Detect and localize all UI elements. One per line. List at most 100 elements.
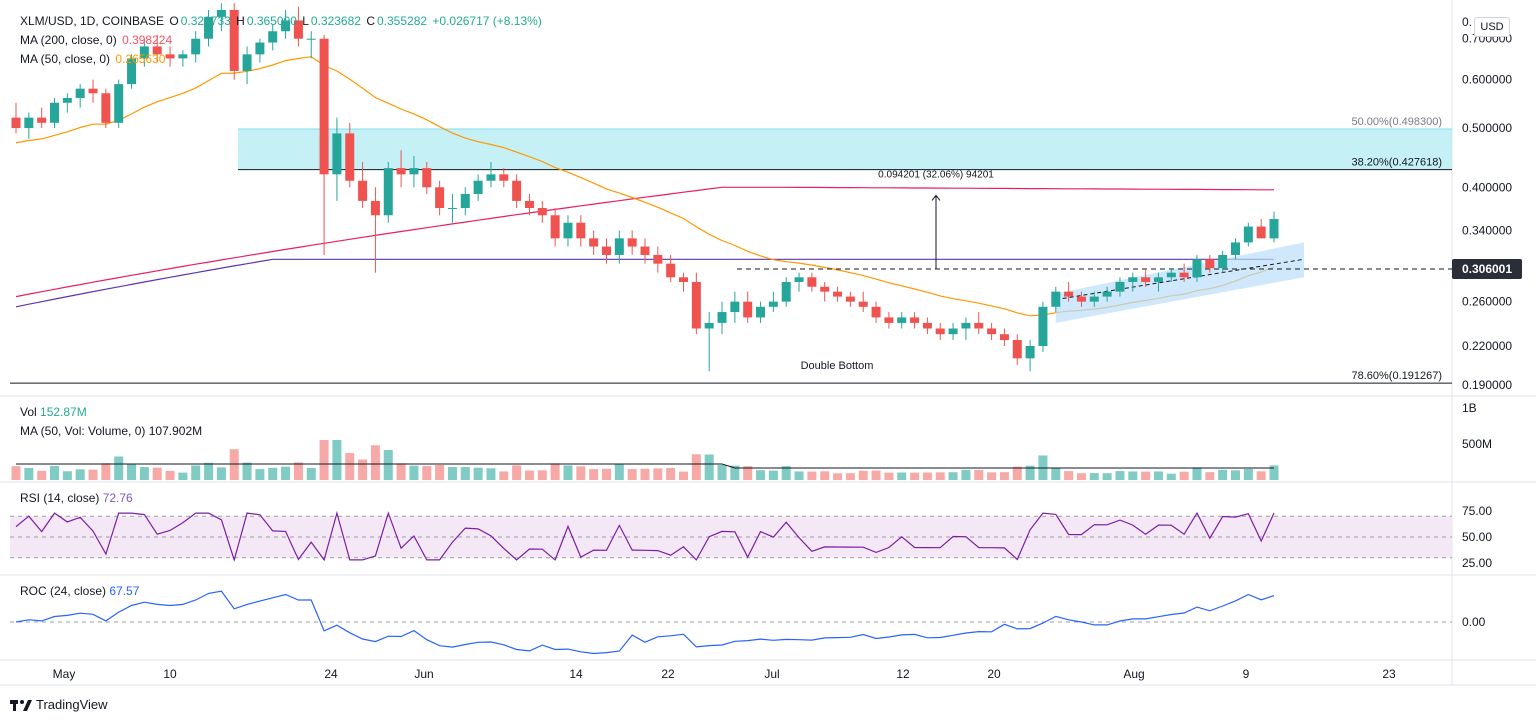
volume-bar	[1025, 465, 1035, 480]
candle-body	[281, 20, 291, 32]
volume-legend[interactable]: Vol 152.87M	[20, 405, 87, 419]
tradingview-logo[interactable]: TradingView	[10, 697, 108, 712]
time-tick-label: 23	[1382, 667, 1396, 681]
ma200-legend[interactable]: MA (200, close, 0) 0.398224	[20, 31, 174, 50]
volume-bar	[11, 466, 21, 480]
candle-body	[871, 306, 881, 318]
vol-ma-value: 107.902M	[148, 424, 203, 438]
volume-bar	[845, 473, 855, 480]
candle-body	[845, 296, 855, 302]
volume-bar	[1012, 466, 1022, 480]
candle-body	[640, 246, 650, 255]
volume-bar	[807, 471, 817, 480]
volume-bar	[1269, 465, 1279, 480]
volume-bar	[679, 471, 689, 480]
volume-ma-legend[interactable]: MA (50, Vol: Volume, 0) 107.902M	[20, 424, 202, 438]
candle-body	[1256, 226, 1266, 239]
candle-body	[922, 322, 932, 329]
volume-bar	[640, 468, 650, 480]
candle-body	[1141, 277, 1151, 282]
change-value: +0.026717 (+8.13%)	[432, 14, 542, 28]
volume-bar	[370, 445, 380, 480]
candle-body	[1051, 291, 1061, 307]
candle-body	[679, 277, 689, 282]
candle-body	[858, 301, 868, 307]
tradingview-icon	[10, 699, 32, 711]
candle-body	[422, 168, 432, 188]
candle-body	[1153, 277, 1163, 282]
volume-bar	[358, 459, 368, 480]
candle-body	[524, 200, 534, 208]
candle-body	[62, 97, 72, 103]
volume-bar	[627, 469, 637, 480]
volume-bar	[435, 465, 445, 480]
volume-bar	[601, 468, 611, 480]
volume-bar	[242, 462, 252, 480]
volume-bar	[948, 472, 958, 480]
candle-body	[1038, 306, 1048, 347]
candle-body	[486, 174, 496, 181]
candle-body	[910, 317, 920, 323]
candle-body	[370, 200, 380, 216]
ma200-label: MA (200, close, 0)	[20, 33, 117, 47]
ascending-channel	[1055, 242, 1304, 323]
currency-button[interactable]: USD	[1474, 17, 1510, 37]
candle-body	[563, 222, 573, 239]
volume-bar	[37, 470, 47, 480]
volume-bar	[409, 465, 419, 480]
volume-bar	[396, 463, 406, 480]
volume-bar	[101, 463, 111, 480]
price-tick-label: 0.260000	[1462, 295, 1512, 309]
candle-body	[50, 102, 60, 123]
volume-bar	[589, 469, 599, 480]
candle-body	[935, 328, 945, 335]
candle-body	[537, 207, 547, 216]
price-tick-label: 0.400000	[1462, 180, 1512, 194]
volume-bar	[1141, 471, 1151, 480]
measure-label: 0.094201 (32.06%) 94201	[878, 170, 994, 181]
candle-body	[1012, 340, 1022, 359]
candle-body	[435, 187, 445, 208]
volume-bar	[743, 466, 753, 480]
candle-body	[11, 117, 21, 129]
candle-body	[1243, 226, 1253, 243]
volume-bar	[1076, 473, 1086, 480]
candle-body	[1115, 281, 1125, 292]
roc-legend[interactable]: ROC (24, close) 67.57	[20, 584, 139, 598]
candle-body	[1205, 259, 1215, 269]
volume-bar	[1051, 468, 1061, 480]
ma50-label: MA (50, close, 0)	[20, 52, 111, 66]
volume-bar	[191, 465, 201, 480]
volume-bar	[293, 462, 303, 480]
fib-zone	[238, 128, 1452, 170]
volume-bar	[422, 466, 432, 480]
volume-bar	[447, 467, 457, 480]
volume-bar	[499, 471, 509, 480]
candle-body	[75, 88, 85, 98]
volume-bar	[255, 469, 265, 480]
volume-bar	[306, 468, 316, 480]
double-bottom-label: Double Bottom	[801, 360, 874, 372]
candle-body	[1179, 272, 1189, 278]
ma50-legend[interactable]: MA (50, close, 0) 0.265630	[20, 50, 167, 69]
candle-body	[948, 328, 958, 335]
candle-body	[409, 168, 419, 175]
tradingview-label: TradingView	[36, 697, 108, 712]
volume-bar	[1153, 471, 1163, 480]
rsi-legend[interactable]: RSI (14, close) 72.76	[20, 491, 133, 505]
volume-bar	[768, 470, 778, 480]
candle-body	[704, 322, 714, 329]
low-value: 0.323682	[310, 14, 361, 28]
price-tick-label: 0.190000	[1462, 378, 1512, 392]
volume-bar	[820, 471, 830, 480]
volume-bar	[730, 465, 740, 480]
volume-bar	[653, 468, 663, 480]
candle-body	[897, 317, 907, 323]
roc-tick-label: 0.00	[1462, 615, 1486, 629]
candle-body	[987, 328, 997, 335]
candle-body	[319, 38, 329, 175]
candle-body	[576, 222, 586, 239]
volume-bar	[884, 472, 894, 480]
volume-bar	[704, 454, 714, 480]
